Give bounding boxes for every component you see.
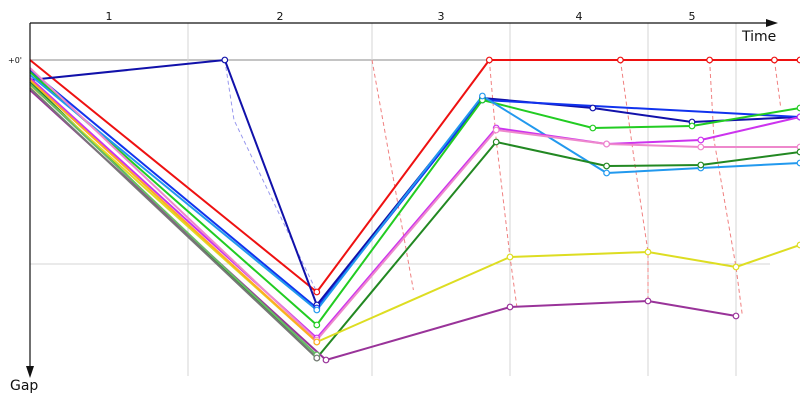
series-point: [322, 356, 330, 364]
series-point: [732, 263, 740, 271]
lap-connector-line: [619, 59, 649, 301]
series-point: [697, 136, 705, 144]
lap-connector-lines: [224, 59, 782, 317]
series-point: [796, 56, 800, 64]
lap-connector-line: [488, 59, 518, 308]
gap-series-points: [221, 56, 800, 364]
y-axis-title: Gap: [10, 378, 38, 394]
series-point: [485, 56, 493, 64]
lap-connector-line: [773, 59, 782, 109]
y-tick-label-zero: +0': [8, 56, 22, 65]
series-point: [796, 143, 800, 151]
series-line: [29, 81, 800, 359]
series-point: [221, 56, 229, 64]
series-point: [688, 122, 696, 130]
chart-grid: [30, 23, 800, 376]
time-axis-arrowhead: [766, 19, 778, 27]
series-point: [796, 148, 800, 156]
series-point: [589, 104, 597, 112]
series-point: [644, 297, 652, 305]
series-point: [732, 312, 740, 320]
series-line: [29, 87, 318, 359]
series-point: [706, 56, 713, 64]
series-point: [697, 161, 705, 169]
series-point: [796, 104, 800, 112]
gap-axis-arrowhead: [26, 366, 34, 378]
series-point: [506, 253, 514, 261]
series-line: [29, 59, 800, 293]
series-point: [313, 354, 321, 362]
series-point: [603, 162, 610, 170]
series-point: [313, 321, 321, 329]
lap-label: 1: [106, 10, 113, 23]
series-point: [617, 56, 624, 64]
series-point: [771, 56, 778, 64]
series-line: [29, 84, 800, 343]
series-line: [29, 71, 800, 326]
series-point: [313, 306, 321, 314]
series-point: [644, 248, 652, 256]
series-point: [506, 303, 514, 311]
series-point: [697, 143, 705, 151]
chart-axes: Time Gap +0': [8, 19, 778, 394]
lap-labels: 1 2 3 4 5: [106, 10, 696, 23]
lap-connector-line: [709, 59, 743, 317]
series-point: [492, 138, 500, 146]
series-line: [29, 79, 318, 343]
lap-label: 2: [277, 10, 284, 23]
series-line: [29, 67, 800, 341]
series-point: [796, 113, 800, 121]
series-point: [479, 92, 486, 100]
series-point: [313, 288, 321, 296]
series-point: [603, 140, 610, 148]
lap-connector-line: [371, 59, 414, 291]
series-point: [313, 338, 321, 346]
series-point: [796, 159, 800, 167]
series-point: [603, 169, 610, 177]
gap-series-lines: [29, 59, 800, 361]
series-point: [492, 126, 500, 134]
x-axis-title: Time: [741, 29, 776, 45]
lap-label: 5: [689, 10, 696, 23]
series-point: [796, 241, 800, 249]
series-point: [589, 124, 597, 132]
lap-label: 3: [438, 10, 445, 23]
lap-label: 4: [576, 10, 583, 23]
series-line: [29, 83, 318, 356]
